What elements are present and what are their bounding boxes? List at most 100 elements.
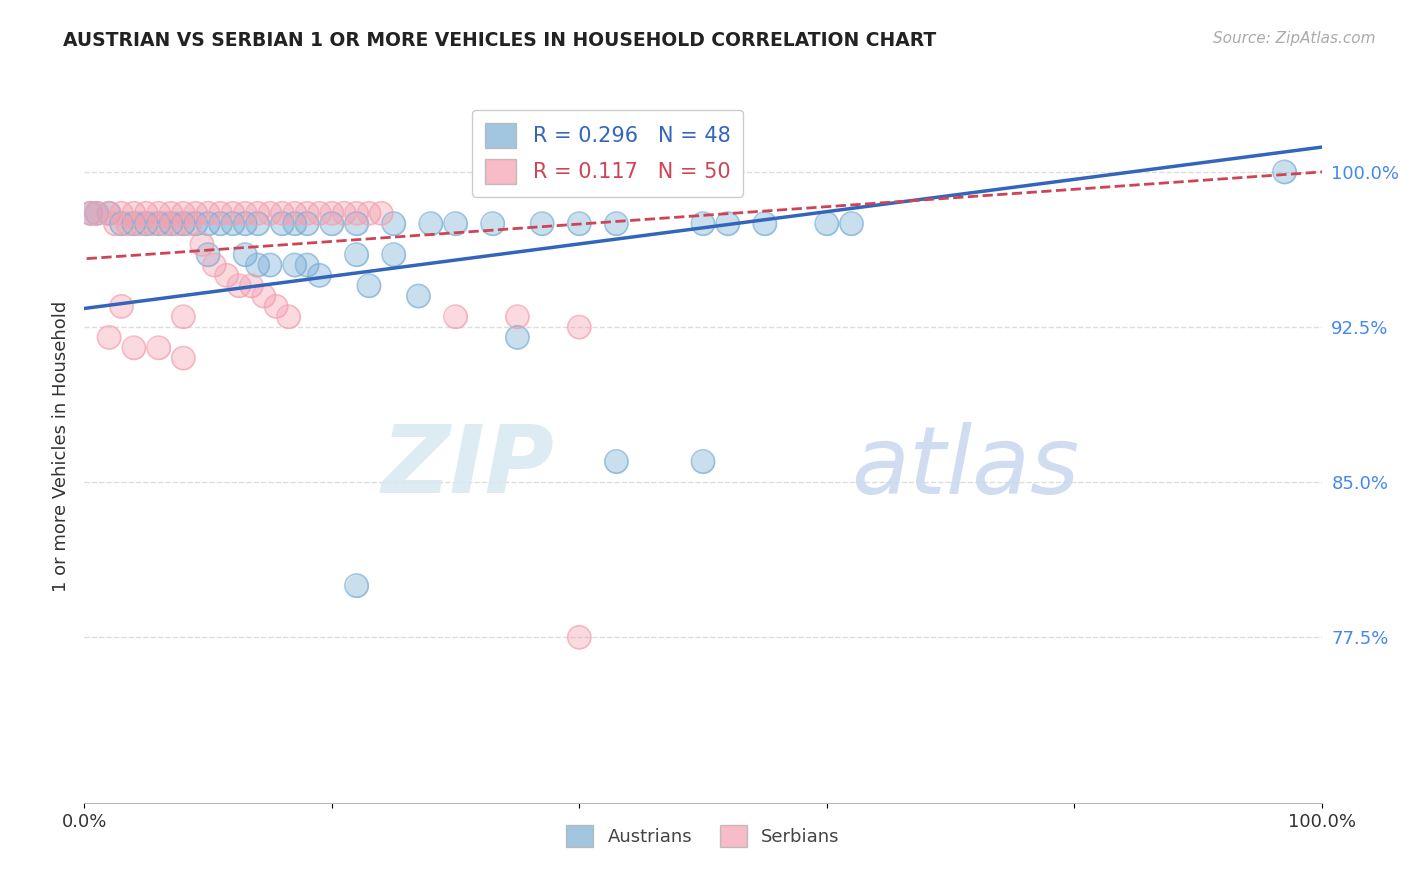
Point [110, 217, 132, 231]
Point [1274, 165, 1296, 179]
Point [333, 206, 356, 220]
Point [568, 217, 591, 231]
Point [264, 299, 287, 313]
Point [382, 248, 405, 262]
Point [346, 579, 368, 593]
Point [568, 320, 591, 334]
Point [308, 206, 330, 220]
Point [197, 248, 219, 262]
Point [79, 206, 101, 220]
Point [184, 217, 207, 231]
Point [172, 310, 194, 324]
Text: Source: ZipAtlas.com: Source: ZipAtlas.com [1212, 31, 1375, 46]
Point [568, 320, 591, 334]
Point [271, 217, 294, 231]
Point [370, 206, 392, 220]
Point [346, 217, 368, 231]
Point [122, 217, 145, 231]
Text: atlas: atlas [852, 422, 1080, 513]
Point [284, 206, 307, 220]
Point [122, 206, 145, 220]
Point [605, 217, 627, 231]
Point [370, 206, 392, 220]
Point [284, 217, 307, 231]
Point [444, 310, 467, 324]
Point [295, 217, 318, 231]
Point [117, 217, 139, 231]
Point [148, 341, 170, 355]
Point [110, 299, 132, 313]
Point [98, 330, 121, 344]
Point [148, 206, 170, 220]
Point [321, 206, 343, 220]
Point [308, 206, 330, 220]
Point [104, 217, 127, 231]
Point [357, 278, 380, 293]
Point [605, 217, 627, 231]
Point [209, 206, 232, 220]
Point [209, 217, 232, 231]
Point [321, 217, 343, 231]
Point [240, 278, 263, 293]
Point [346, 248, 368, 262]
Legend: Austrians, Serbians: Austrians, Serbians [560, 818, 846, 855]
Point [605, 454, 627, 468]
Point [815, 217, 838, 231]
Point [382, 217, 405, 231]
Point [160, 217, 183, 231]
Point [259, 206, 281, 220]
Point [172, 217, 194, 231]
Point [197, 206, 219, 220]
Point [179, 217, 201, 231]
Point [444, 217, 467, 231]
Point [209, 217, 232, 231]
Point [346, 217, 368, 231]
Point [246, 206, 269, 220]
Point [531, 217, 554, 231]
Point [191, 237, 214, 252]
Point [240, 278, 263, 293]
Point [141, 217, 163, 231]
Y-axis label: 1 or more Vehicles in Household: 1 or more Vehicles in Household [52, 301, 70, 591]
Point [259, 258, 281, 272]
Point [172, 351, 194, 365]
Point [79, 206, 101, 220]
Point [98, 206, 121, 220]
Point [135, 217, 157, 231]
Point [222, 217, 245, 231]
Point [346, 206, 368, 220]
Point [110, 206, 132, 220]
Point [233, 248, 256, 262]
Point [246, 217, 269, 231]
Point [86, 206, 108, 220]
Point [135, 206, 157, 220]
Point [506, 310, 529, 324]
Point [246, 258, 269, 272]
Point [197, 217, 219, 231]
Point [197, 206, 219, 220]
Point [172, 206, 194, 220]
Point [481, 217, 503, 231]
Point [419, 217, 441, 231]
Point [815, 217, 838, 231]
Point [197, 217, 219, 231]
Point [184, 206, 207, 220]
Point [419, 217, 441, 231]
Point [284, 258, 307, 272]
Point [295, 206, 318, 220]
Point [506, 330, 529, 344]
Point [357, 278, 380, 293]
Point [692, 217, 714, 231]
Point [148, 341, 170, 355]
Point [692, 454, 714, 468]
Point [215, 268, 238, 283]
Point [253, 289, 276, 303]
Point [271, 206, 294, 220]
Point [228, 278, 250, 293]
Point [160, 206, 183, 220]
Point [284, 258, 307, 272]
Point [295, 258, 318, 272]
Point [160, 217, 183, 231]
Point [215, 268, 238, 283]
Point [321, 206, 343, 220]
